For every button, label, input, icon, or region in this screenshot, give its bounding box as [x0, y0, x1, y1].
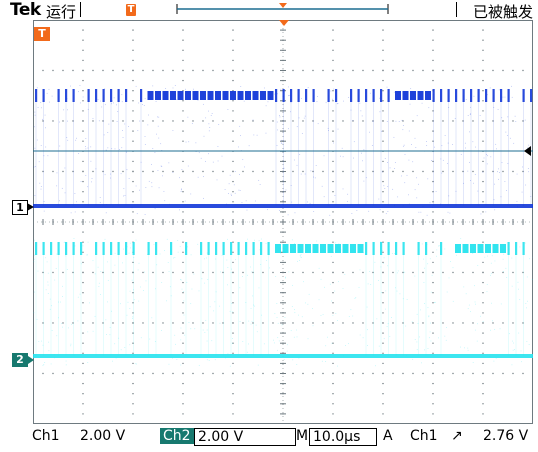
divider [456, 2, 457, 17]
brand-logo: Tek [10, 0, 41, 20]
trigger-caret-icon [279, 3, 287, 8]
ch1-waveform [33, 85, 533, 216]
ch1-scale[interactable]: 2.00 V [80, 428, 126, 444]
ch2-label[interactable]: Ch2 [160, 428, 194, 444]
trigger-source[interactable]: Ch1 [410, 428, 438, 444]
trigger-level[interactable]: 2.76 V [483, 428, 529, 444]
time-scale[interactable]: 10.0µs [309, 428, 377, 446]
trigger-position-caret-icon [279, 20, 289, 26]
status-bar: Tek 运行 T 已被触发 [0, 0, 538, 21]
trigger-t-marker: T [34, 27, 50, 41]
ch2-waveform [33, 238, 533, 367]
run-state-label: 运行 [46, 3, 77, 21]
time-label: M [296, 428, 309, 444]
waveform-display[interactable] [33, 20, 533, 424]
trigger-status: 已被触发 [472, 3, 533, 21]
ch2-ground-marker[interactable]: 2 [12, 353, 28, 367]
graticule [33, 20, 533, 424]
divider [80, 2, 81, 17]
record-length-indicator [176, 3, 389, 14]
trigger-level-arrow-icon [524, 146, 531, 156]
trigger-slope-icon[interactable]: ↗ [451, 428, 463, 444]
ch2-marker-arrow-icon [28, 356, 34, 364]
settings-bar: Ch1 2.00 V Ch2 2.00 V M 10.0µs A Ch1 ↗ 2… [0, 425, 538, 447]
trigger-position-icon: T [126, 4, 136, 16]
ch2-scale[interactable]: 2.00 V [194, 428, 296, 446]
ch1-label[interactable]: Ch1 [32, 428, 60, 444]
ch1-marker-arrow-icon [27, 203, 34, 211]
ch1-ground-marker[interactable]: 1 [12, 200, 28, 215]
trigger-label: A [383, 428, 393, 444]
